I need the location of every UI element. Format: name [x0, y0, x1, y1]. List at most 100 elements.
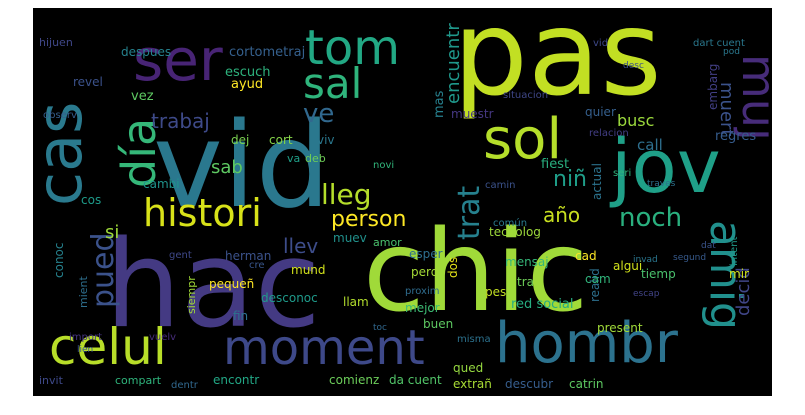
word-15: moment	[223, 320, 425, 376]
word-22: encuentr	[443, 23, 464, 104]
word-52: amor	[373, 236, 402, 249]
word-80: conoc	[52, 243, 66, 278]
word-107: invad	[633, 255, 658, 265]
word-30: si	[105, 222, 119, 243]
word-110: observ	[43, 110, 77, 121]
word-94: import	[69, 332, 102, 343]
word-99: camin	[485, 180, 515, 191]
word-117: escap	[633, 289, 660, 299]
word-8: sol	[483, 107, 562, 172]
word-113: pod	[723, 47, 740, 57]
word-92: present	[597, 321, 643, 335]
word-68: esper	[409, 247, 443, 261]
word-115: seri	[613, 168, 631, 179]
word-12: ve	[303, 99, 334, 129]
word-73: llam	[343, 295, 369, 309]
word-91: dentr	[171, 380, 199, 391]
word-84: comienz	[329, 373, 379, 387]
word-75: desconoc	[261, 291, 318, 305]
word-56: quier	[585, 105, 616, 119]
word-55: muestr	[451, 107, 494, 121]
word-35: embarg	[706, 64, 720, 110]
word-105: segund	[673, 253, 706, 263]
word-48: va	[287, 152, 300, 165]
word-10: muj	[732, 54, 772, 141]
word-53: fiest	[541, 157, 569, 172]
word-36: mas	[432, 90, 447, 118]
word-33: call	[637, 136, 663, 154]
word-26: muert	[716, 82, 737, 136]
word-66: dos	[446, 257, 460, 278]
word-58: cad	[575, 249, 597, 263]
word-2: hac	[105, 216, 321, 355]
word-114: desc	[623, 61, 644, 71]
word-41: escuch	[225, 65, 271, 80]
word-6: tom	[305, 20, 400, 76]
word-79: herman	[225, 249, 271, 263]
word-21: trabaj	[151, 109, 210, 133]
word-93: vuelv	[149, 332, 176, 343]
word-103: misma	[457, 334, 491, 345]
word-27: decid	[733, 267, 754, 316]
word-101: situacion	[503, 90, 548, 101]
word-71: buen	[423, 317, 453, 331]
word-18: pued	[86, 232, 121, 308]
word-90: compart	[115, 374, 162, 387]
word-45: cort	[269, 133, 293, 147]
word-37: cortometraj	[229, 45, 305, 60]
word-72: mejor	[405, 301, 440, 315]
word-86: extrañ	[453, 377, 492, 391]
word-0: pas	[453, 8, 662, 122]
word-28: año	[543, 203, 580, 227]
word-5: ser	[133, 26, 223, 94]
word-24: trat	[452, 186, 487, 240]
word-74: fin	[233, 309, 248, 323]
word-51: muev	[333, 231, 367, 245]
word-85: da cuent	[389, 373, 442, 387]
word-69: pes	[485, 285, 506, 299]
word-116: lien	[77, 345, 93, 355]
word-13: histori	[143, 191, 262, 235]
word-cloud: pas vid hac chic cas ser tom sal sol jov…	[33, 8, 772, 396]
word-44: dej	[231, 133, 249, 147]
word-42: vez	[131, 89, 154, 104]
word-112: toc	[373, 323, 387, 333]
word-77: pequeñ	[209, 277, 254, 291]
word-83: encontr	[213, 373, 259, 387]
word-14: hombr	[495, 311, 679, 376]
word-102: relacion	[589, 128, 629, 139]
word-61: mir	[729, 267, 749, 281]
word-3: chic	[363, 207, 588, 337]
word-40: ayud	[231, 77, 263, 92]
word-39: hijuen	[39, 36, 73, 49]
word-96: dart cuent	[693, 38, 745, 49]
word-106: dat	[701, 241, 716, 251]
word-81: mient	[77, 275, 90, 308]
word-89: invit	[39, 374, 64, 387]
word-70: red social	[511, 297, 574, 312]
word-49: cambi	[143, 177, 180, 191]
word-100: común	[493, 217, 527, 229]
word-60: algui	[613, 259, 642, 273]
word-20: noch	[619, 203, 682, 233]
word-cloud-canvas: pas vid hac chic cas ser tom sal sol jov…	[33, 8, 772, 396]
word-59: realid	[588, 268, 602, 302]
word-19: lleg	[321, 178, 372, 211]
word-76: siempr	[185, 276, 198, 314]
word-54: actual	[590, 163, 604, 200]
word-95: gent	[169, 250, 192, 261]
word-62: tiemp	[641, 267, 676, 281]
word-38: despues	[121, 45, 171, 59]
word-9: jov	[609, 124, 721, 210]
word-32: busc	[617, 111, 654, 130]
word-29: sab	[211, 157, 243, 178]
word-65: mensaj	[505, 255, 549, 269]
word-25: niñ	[553, 167, 587, 192]
word-104: proxim	[405, 286, 440, 297]
word-63: cam	[585, 272, 611, 286]
word-16: celul	[49, 318, 167, 376]
word-23: person	[331, 207, 406, 232]
word-7: sal	[303, 59, 362, 108]
word-17: amig	[700, 220, 751, 330]
word-111: novi	[373, 160, 394, 171]
